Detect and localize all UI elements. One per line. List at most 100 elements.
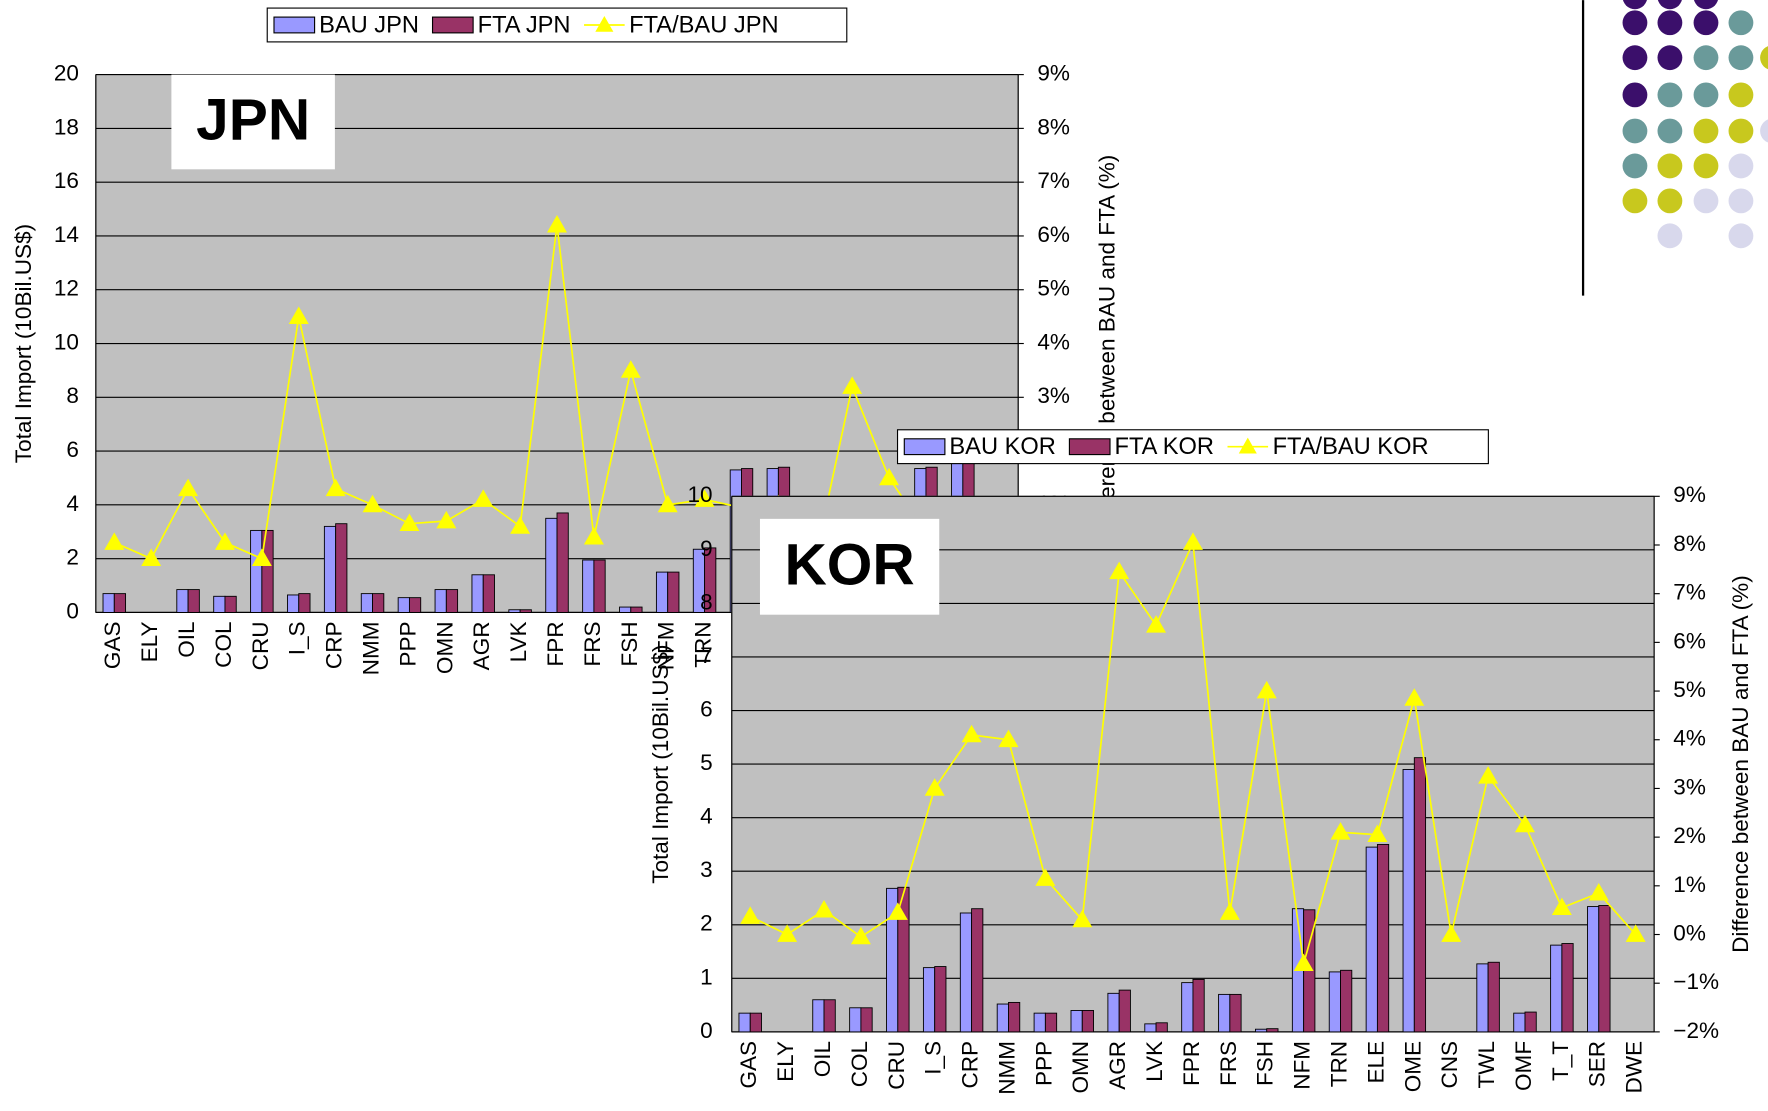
- y2-tick-label: 5%: [1037, 276, 1070, 301]
- bar: [1119, 990, 1130, 1032]
- x-tick-label: OMF: [1511, 1041, 1536, 1091]
- bar: [972, 909, 983, 1032]
- x-tick-label: CRU: [884, 1041, 909, 1090]
- y2-tick-label: −1%: [1673, 969, 1719, 994]
- y2-tick-label: 6%: [1037, 222, 1070, 247]
- x-tick-label: NMM: [994, 1041, 1019, 1095]
- bar: [1193, 979, 1204, 1031]
- y-tick-label: 12: [54, 276, 79, 301]
- bar: [997, 1004, 1008, 1032]
- bar: [1599, 905, 1610, 1031]
- x-tick-label: ELY: [773, 1041, 798, 1082]
- bar: [1414, 758, 1425, 1032]
- x-tick-label: SER: [1585, 1041, 1610, 1087]
- x-tick-label: OME: [1400, 1041, 1425, 1092]
- legend-swatch: [1069, 439, 1110, 455]
- bar: [1255, 1029, 1266, 1032]
- bar: [1477, 964, 1488, 1032]
- legend-label: FTA/BAU KOR: [1273, 434, 1429, 460]
- x-tick-label: AGR: [1105, 1041, 1130, 1090]
- legend-label: FTA JPN: [478, 12, 571, 38]
- legend-label: FTA KOR: [1115, 434, 1214, 460]
- y2-tick-label: 3%: [1673, 774, 1706, 799]
- legend-label: BAU KOR: [949, 434, 1055, 460]
- bar: [1488, 962, 1499, 1032]
- bar: [361, 594, 372, 613]
- x-tick-label: LVK: [1142, 1041, 1167, 1082]
- x-tick-label: OIL: [810, 1041, 835, 1077]
- bar: [1045, 1013, 1056, 1032]
- x-tick-label: OIL: [174, 621, 199, 657]
- bar: [1156, 1023, 1167, 1032]
- bar: [750, 1013, 761, 1032]
- bar: [935, 967, 946, 1032]
- y2-tick-label: 6%: [1673, 628, 1706, 653]
- bar: [409, 598, 420, 613]
- x-tick-label: TWL: [1474, 1041, 1499, 1089]
- x-tick-label: TRN: [1326, 1041, 1351, 1087]
- bar: [1329, 972, 1340, 1032]
- bar: [287, 595, 298, 612]
- y2-tick-label: −2%: [1673, 1018, 1719, 1043]
- bar: [1267, 1029, 1278, 1032]
- bar: [446, 590, 457, 613]
- x-tick-label: FSH: [617, 621, 642, 666]
- chart-label: JPN: [196, 88, 310, 153]
- bar: [103, 594, 114, 613]
- y-tick-label: 7: [700, 643, 713, 668]
- bar: [1341, 970, 1352, 1032]
- x-tick-label: NMM: [358, 621, 383, 675]
- x-tick-label: NFM: [1290, 1041, 1315, 1090]
- bar: [373, 594, 384, 613]
- x-tick-label: PPP: [395, 621, 420, 666]
- y-tick-label: 14: [54, 222, 79, 247]
- bar: [813, 1000, 824, 1032]
- y2-axis-title: Difference between BAU and FTA (%): [1728, 575, 1753, 953]
- x-tick-label: FPR: [543, 621, 568, 666]
- page: 02468101214161820−1%0%1%2%3%4%5%6%7%8%9%…: [0, 0, 1768, 1111]
- y-tick-label: 2: [66, 545, 79, 570]
- x-tick-label: FRS: [580, 621, 605, 666]
- legend-swatch: [274, 17, 315, 33]
- x-tick-label: LVK: [506, 621, 531, 662]
- bar: [214, 596, 225, 612]
- y-tick-label: 16: [54, 168, 79, 193]
- x-tick-label: I_S: [285, 621, 310, 655]
- bar: [509, 610, 520, 613]
- legend-swatch: [433, 17, 474, 33]
- x-tick-label: ELY: [137, 621, 162, 662]
- bar: [251, 530, 262, 612]
- y-tick-label: 5: [700, 750, 713, 775]
- bar: [583, 560, 594, 612]
- bar: [824, 1000, 835, 1032]
- x-tick-label: I_S: [921, 1041, 946, 1075]
- bar: [546, 518, 557, 612]
- bar: [861, 1008, 872, 1032]
- y2-tick-label: 2%: [1673, 823, 1706, 848]
- y-tick-label: 0: [66, 598, 79, 623]
- y2-tick-label: 0%: [1673, 920, 1706, 945]
- y2-tick-label: 4%: [1673, 726, 1706, 751]
- x-tick-label: DWE: [1622, 1041, 1647, 1094]
- x-tick-label: CRU: [248, 621, 273, 670]
- y-tick-label: 10: [688, 482, 713, 507]
- bar: [188, 590, 199, 613]
- bar: [1071, 1010, 1082, 1031]
- y-tick-label: 6: [66, 437, 79, 462]
- bar: [398, 598, 409, 613]
- y2-tick-label: 7%: [1673, 580, 1706, 605]
- x-tick-label: T_T: [1548, 1041, 1573, 1081]
- x-tick-label: COL: [211, 621, 236, 667]
- x-tick-label: PPP: [1031, 1041, 1056, 1086]
- legend-label: FTA/BAU JPN: [629, 12, 778, 38]
- y2-tick-label: 1%: [1673, 872, 1706, 897]
- y-axis-title: Total Import (10Bil.US$): [11, 224, 36, 463]
- bar: [1145, 1024, 1156, 1032]
- chart-label: KOR: [784, 533, 914, 598]
- bar: [1551, 945, 1562, 1032]
- bar: [1562, 944, 1573, 1032]
- x-tick-label: AGR: [469, 621, 494, 670]
- x-tick-label: GAS: [736, 1041, 761, 1089]
- bar: [1525, 1012, 1536, 1032]
- x-tick-label: GAS: [100, 621, 125, 669]
